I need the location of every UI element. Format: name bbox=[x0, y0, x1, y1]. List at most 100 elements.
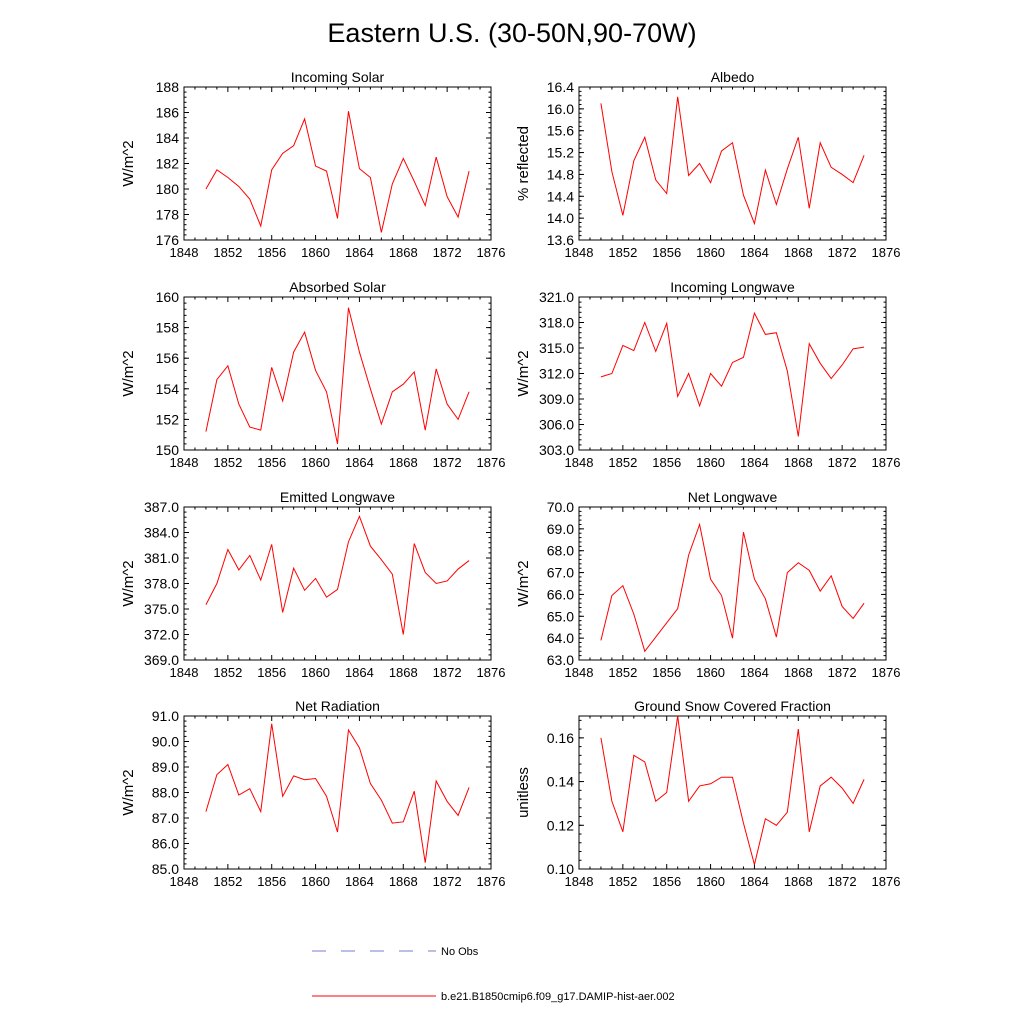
y-tick-label: 68.0 bbox=[547, 543, 574, 559]
y-tick-label: 88.0 bbox=[152, 785, 179, 801]
series-line bbox=[600, 522, 865, 653]
y-tick-label: 15.6 bbox=[547, 123, 574, 139]
x-tick-label: 1860 bbox=[301, 874, 330, 889]
x-tick-label: 1856 bbox=[257, 455, 286, 470]
chart-panel: Incoming Longwave W/m^2 1848 1852 1856 1860 18… bbox=[515, 279, 900, 470]
y-tick-label: 0.12 bbox=[547, 817, 574, 833]
y-tick-label: 14.4 bbox=[547, 188, 574, 204]
x-tick-label: 1852 bbox=[608, 455, 637, 470]
x-tick-label: 1860 bbox=[301, 245, 330, 260]
x-tick-label: 1848 bbox=[170, 245, 199, 260]
y-tick-label: 186 bbox=[156, 105, 180, 121]
x-tick-label: 1876 bbox=[477, 245, 506, 260]
y-tick-label: 86.0 bbox=[152, 836, 179, 852]
panel-title: Incoming Solar bbox=[291, 69, 385, 85]
y-tick-label: 158 bbox=[156, 320, 180, 336]
x-tick-label: 1860 bbox=[696, 665, 725, 680]
y-axis-label: W/m^2 bbox=[120, 140, 137, 186]
x-tick-label: 1852 bbox=[608, 665, 637, 680]
x-tick-label: 1864 bbox=[740, 455, 769, 470]
x-tick-label: 1860 bbox=[696, 874, 725, 889]
y-axis-label: W/m^2 bbox=[515, 350, 532, 396]
x-tick-label: 1876 bbox=[872, 245, 901, 260]
x-tick-label: 1856 bbox=[652, 874, 681, 889]
plot-frame bbox=[183, 715, 492, 870]
y-tick-label: 381.0 bbox=[144, 550, 179, 566]
y-tick-label: 372.0 bbox=[144, 627, 179, 643]
x-tick-label: 1872 bbox=[433, 455, 462, 470]
y-tick-label: 182 bbox=[156, 156, 180, 172]
y-tick-label: 318.0 bbox=[539, 315, 574, 331]
x-tick-label: 1876 bbox=[872, 665, 901, 680]
x-tick-label: 1868 bbox=[784, 245, 813, 260]
y-axis-label: W/m^2 bbox=[120, 769, 137, 815]
legend: No Obs b.e21.B1850cmip6.f09_g17.DAMIP-his… bbox=[312, 946, 675, 1003]
y-tick-label: 90.0 bbox=[152, 734, 179, 750]
panel-title: Net Longwave bbox=[688, 489, 778, 505]
x-tick-label: 1848 bbox=[170, 455, 199, 470]
series-line bbox=[600, 96, 865, 226]
series-line bbox=[600, 715, 865, 865]
y-tick-label: 321.0 bbox=[539, 289, 574, 305]
y-tick-label: 154 bbox=[156, 381, 180, 397]
x-tick-label: 1868 bbox=[784, 665, 813, 680]
chart-panel: Ground Snow Covered Fraction unitless 1848… bbox=[515, 698, 900, 889]
x-tick-label: 1868 bbox=[389, 874, 418, 889]
x-tick-label: 1848 bbox=[565, 455, 594, 470]
plot-frame bbox=[183, 506, 492, 661]
y-axis-label: W/m^2 bbox=[120, 350, 137, 396]
y-tick-label: 16.4 bbox=[547, 79, 574, 95]
y-tick-label: 309.0 bbox=[539, 391, 574, 407]
y-tick-label: 85.0 bbox=[152, 861, 179, 877]
x-tick-label: 1856 bbox=[652, 665, 681, 680]
x-tick-label: 1852 bbox=[608, 245, 637, 260]
x-tick-label: 1876 bbox=[477, 665, 506, 680]
panel-title: Ground Snow Covered Fraction bbox=[634, 698, 831, 714]
chart-panel: Absorbed Solar W/m^2 1848 1852 1856 1860 1864 1… bbox=[120, 279, 505, 470]
panel-title: Absorbed Solar bbox=[289, 279, 386, 295]
x-tick-label: 1848 bbox=[170, 874, 199, 889]
panel-title: Emitted Longwave bbox=[280, 489, 395, 505]
x-tick-label: 1864 bbox=[345, 245, 374, 260]
x-tick-label: 1860 bbox=[696, 245, 725, 260]
chart-panel: Emitted Longwave W/m^2 1848 1852 1856 1860 186… bbox=[120, 489, 505, 680]
y-tick-label: 67.0 bbox=[547, 565, 574, 581]
y-axis-label: % reflected bbox=[515, 126, 532, 201]
x-tick-label: 1868 bbox=[389, 665, 418, 680]
chart-panel: Net Radiation W/m^2 1848 1852 1856 1860 1864 18… bbox=[120, 698, 505, 889]
x-tick-label: 1868 bbox=[784, 874, 813, 889]
chart-panel: Net Longwave W/m^2 1848 1852 1856 1860 1864 186… bbox=[515, 489, 900, 680]
y-tick-label: 69.0 bbox=[547, 521, 574, 537]
figure-title: Eastern U.S. (30-50N,90-70W) bbox=[327, 18, 696, 48]
x-tick-label: 1864 bbox=[740, 665, 769, 680]
x-tick-label: 1848 bbox=[565, 874, 594, 889]
y-tick-label: 14.8 bbox=[547, 166, 574, 182]
x-tick-label: 1876 bbox=[872, 874, 901, 889]
panel-title: Net Radiation bbox=[295, 698, 380, 714]
y-tick-label: 178 bbox=[156, 207, 180, 223]
x-tick-label: 1848 bbox=[565, 245, 594, 260]
chart-panel: Incoming Solar W/m^2 1848 1852 1856 1860 1864 1… bbox=[120, 69, 505, 260]
x-tick-label: 1856 bbox=[257, 874, 286, 889]
x-tick-label: 1856 bbox=[652, 245, 681, 260]
x-tick-label: 1856 bbox=[257, 245, 286, 260]
y-tick-label: 13.6 bbox=[547, 232, 574, 248]
panel-title: Incoming Longwave bbox=[670, 279, 795, 295]
x-tick-label: 1864 bbox=[345, 455, 374, 470]
y-tick-label: 176 bbox=[156, 232, 180, 248]
y-tick-label: 0.10 bbox=[547, 861, 574, 877]
y-tick-label: 387.0 bbox=[144, 499, 179, 515]
y-tick-label: 152 bbox=[156, 411, 180, 427]
x-tick-label: 1856 bbox=[652, 455, 681, 470]
y-tick-label: 303.0 bbox=[539, 442, 574, 458]
x-tick-label: 1872 bbox=[828, 874, 857, 889]
series-line bbox=[205, 723, 470, 863]
y-axis-label: unitless bbox=[515, 767, 532, 818]
legend-label: b.e21.B1850cmip6.f09_g17.DAMIP-hist-aer.… bbox=[441, 991, 675, 1003]
x-tick-label: 1852 bbox=[213, 455, 242, 470]
y-tick-label: 156 bbox=[156, 350, 180, 366]
series-line bbox=[600, 311, 865, 437]
x-tick-label: 1872 bbox=[828, 665, 857, 680]
x-tick-label: 1876 bbox=[477, 455, 506, 470]
